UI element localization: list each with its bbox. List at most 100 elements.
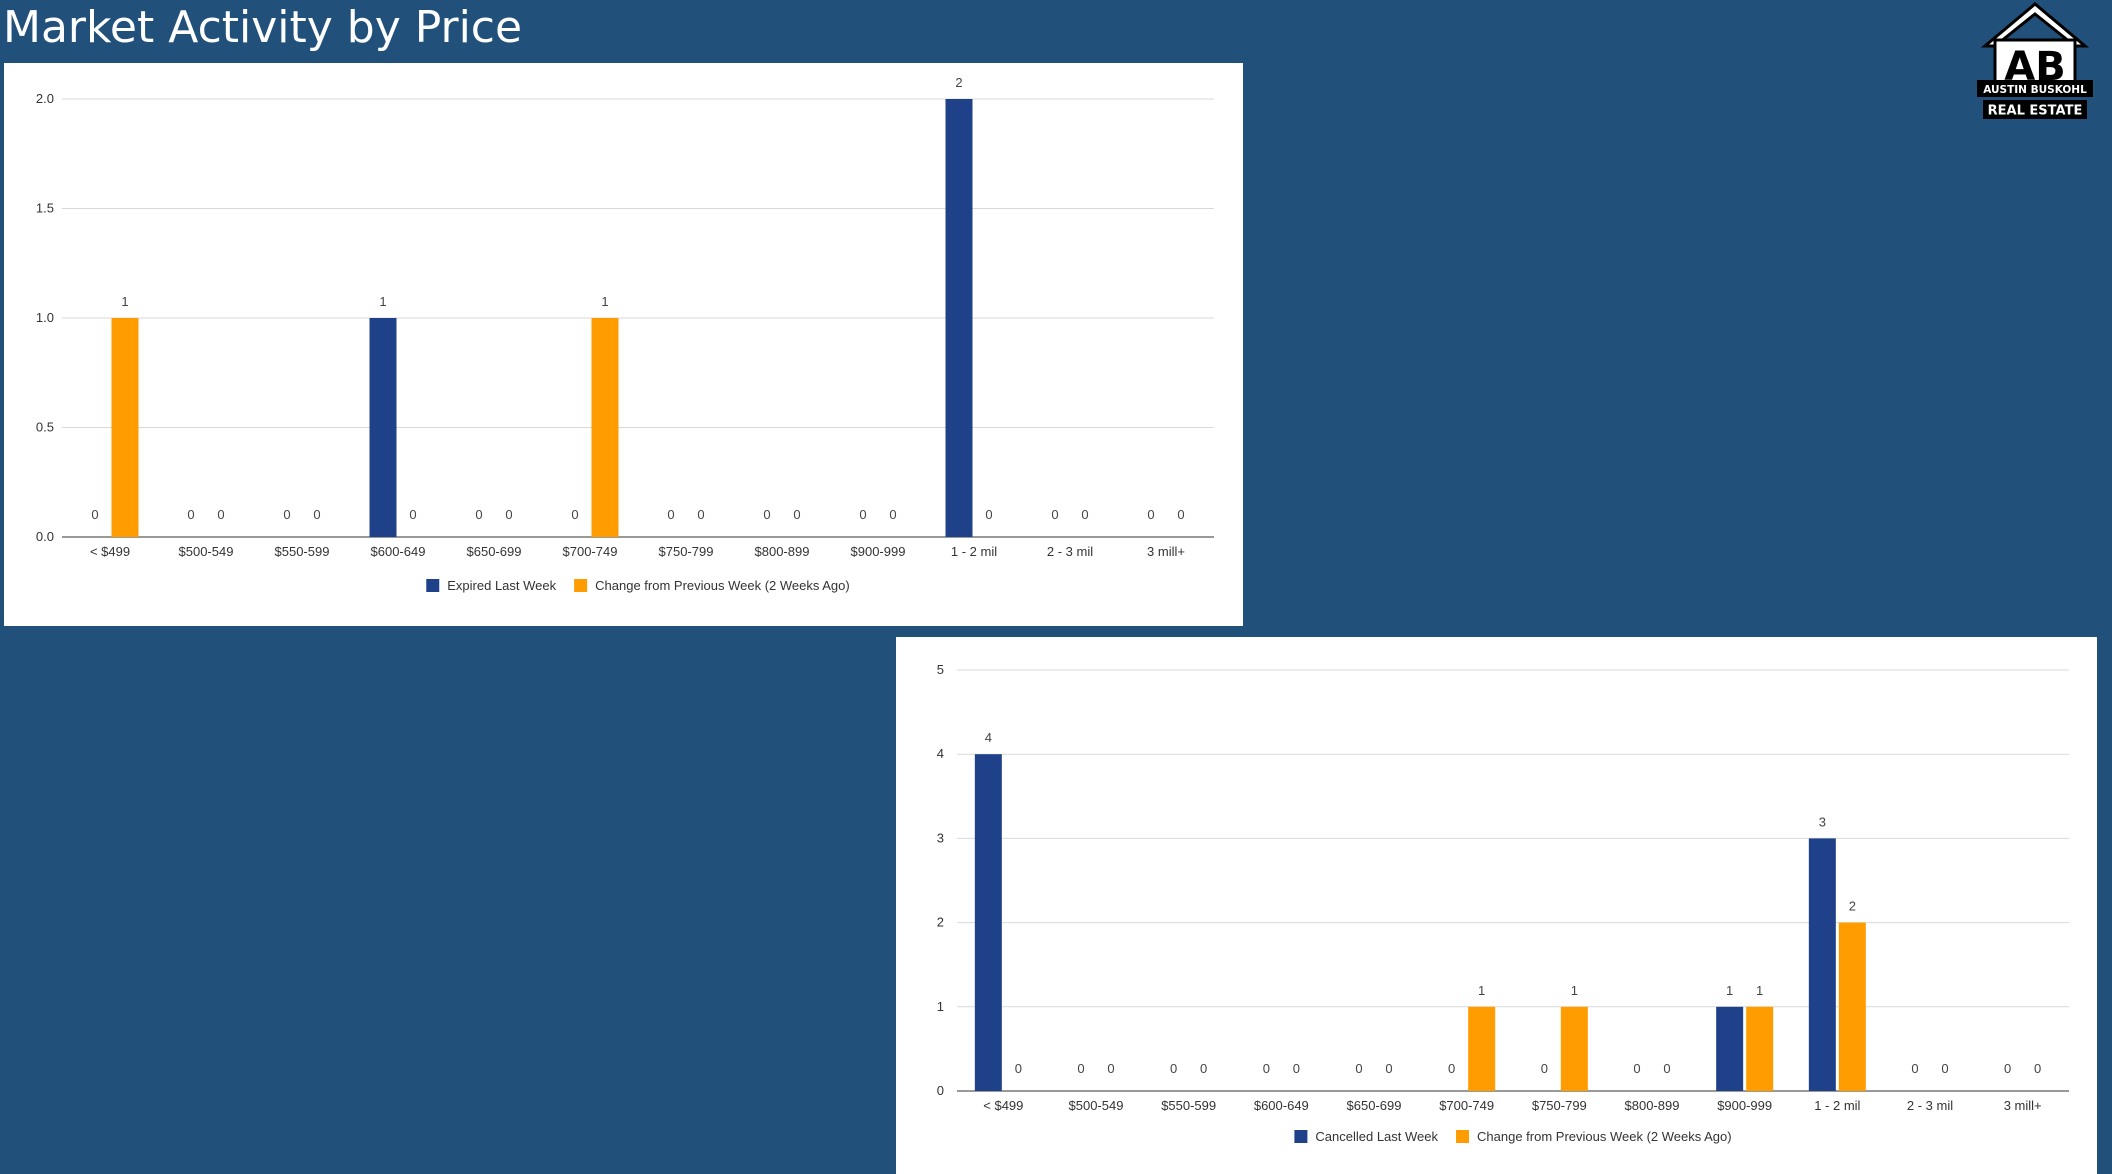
data-label: 0: [1077, 1061, 1084, 1076]
data-label: 0: [1147, 507, 1154, 522]
data-label: 0: [1541, 1061, 1548, 1076]
data-label: 1: [601, 294, 608, 309]
y-tick-label: 1: [937, 999, 944, 1014]
x-tick-label: $500-549: [1069, 1098, 1124, 1113]
y-tick-label: 2.0: [36, 91, 54, 106]
data-label: 0: [1200, 1061, 1207, 1076]
y-tick-label: 3: [937, 830, 944, 845]
data-label: 4: [985, 730, 992, 745]
x-tick-label: 2 - 3 mil: [1047, 544, 1093, 559]
x-tick-label: $800-899: [1625, 1098, 1680, 1113]
bar: [1808, 838, 1836, 1091]
x-tick-label: < $499: [983, 1098, 1023, 1113]
x-tick-label: $550-599: [1161, 1098, 1216, 1113]
data-label: 0: [889, 507, 896, 522]
data-label: 1: [1571, 983, 1578, 998]
data-label: 1: [1756, 983, 1763, 998]
legend-label: Change from Previous Week (2 Weeks Ago): [595, 578, 850, 593]
data-label: 0: [1633, 1061, 1640, 1076]
data-label: 0: [1015, 1061, 1022, 1076]
data-label: 0: [667, 507, 674, 522]
legend-label: Cancelled Last Week: [1315, 1129, 1438, 1144]
bar: [945, 99, 973, 537]
x-tick-label: 2 - 3 mil: [1907, 1098, 1953, 1113]
data-label: 0: [283, 507, 290, 522]
legend-swatch: [1456, 1130, 1470, 1143]
data-label: 0: [2034, 1061, 2041, 1076]
cancelled-bar-chart: 0 1 2 3 4 5 4 0 < $499 0 0 $500-549 0 0 $550-599 0 0 $600…: [937, 662, 2069, 1144]
y-tick-label: 5: [937, 662, 944, 677]
bar: [1838, 922, 1866, 1091]
data-label: 0: [217, 507, 224, 522]
company-logo: AB AUSTIN BUSKOHL REAL ESTATE: [1975, 0, 2095, 122]
x-tick-label: $650-699: [1347, 1098, 1402, 1113]
legend-swatch: [1294, 1130, 1308, 1143]
x-tick-label: $500-549: [179, 544, 234, 559]
data-label: 0: [1941, 1061, 1948, 1076]
cancelled-chart-panel: 0 1 2 3 4 5 4 0 < $499 0 0 $500-549 0 0 $550-599 0 0 $600…: [896, 637, 2097, 1174]
legend-swatch: [574, 579, 588, 592]
y-tick-label: 0.5: [36, 420, 54, 435]
data-label: 0: [763, 507, 770, 522]
data-label: 2: [1849, 899, 1856, 914]
data-label: 0: [1448, 1061, 1455, 1076]
x-tick-label: 3 mill+: [2004, 1098, 2042, 1113]
x-tick-label: $900-999: [851, 544, 906, 559]
data-label: 0: [985, 507, 992, 522]
bar: [1468, 1006, 1496, 1091]
bar: [1746, 1006, 1774, 1091]
data-label: 1: [379, 294, 386, 309]
expired-bar-chart: 0.0 0.5 1.0 1.5 2.0 0 1 < $499 0 0 $500-549 0 0 $550-…: [36, 75, 1214, 593]
data-label: 0: [1177, 507, 1184, 522]
logo-line-1: AUSTIN BUSKOHL: [1983, 84, 2087, 96]
data-label: 0: [1263, 1061, 1270, 1076]
data-label: 0: [187, 507, 194, 522]
data-label: 0: [505, 507, 512, 522]
x-tick-label: $650-699: [467, 544, 522, 559]
data-label: 0: [313, 507, 320, 522]
data-label: 0: [2004, 1061, 2011, 1076]
bar: [591, 318, 619, 537]
legend: Cancelled Last Week Change from Previous …: [1294, 1129, 1732, 1144]
y-tick-label: 0.0: [36, 529, 54, 544]
expired-chart-panel: 0.0 0.5 1.0 1.5 2.0 0 1 < $499 0 0 $500-549 0 0 $550-…: [4, 63, 1243, 626]
data-label: 0: [1170, 1061, 1177, 1076]
x-tick-label: $900-999: [1717, 1098, 1772, 1113]
data-label: 1: [121, 294, 128, 309]
x-tick-label: 3 mill+: [1147, 544, 1185, 559]
bar: [1716, 1006, 1744, 1091]
x-tick-label: $550-599: [275, 544, 330, 559]
data-label: 0: [697, 507, 704, 522]
bar: [974, 754, 1002, 1091]
x-tick-label: $700-749: [563, 544, 618, 559]
y-tick-label: 0: [937, 1083, 944, 1098]
data-label: 0: [859, 507, 866, 522]
y-tick-label: 1.5: [36, 201, 54, 216]
data-label: 3: [1819, 814, 1826, 829]
x-tick-label: 1 - 2 mil: [1814, 1098, 1860, 1113]
x-tick-label: < $499: [90, 544, 130, 559]
data-label: 0: [1663, 1061, 1670, 1076]
data-label: 0: [571, 507, 578, 522]
legend-label: Change from Previous Week (2 Weeks Ago): [1477, 1129, 1732, 1144]
data-label: 1: [1726, 983, 1733, 998]
y-tick-label: 4: [937, 746, 944, 761]
y-tick-label: 1.0: [36, 310, 54, 325]
data-label: 0: [1107, 1061, 1114, 1076]
data-label: 0: [1385, 1061, 1392, 1076]
data-label: 0: [91, 507, 98, 522]
x-tick-label: $600-649: [371, 544, 426, 559]
data-label: 2: [955, 75, 962, 90]
y-tick-label: 2: [937, 915, 944, 930]
data-label: 0: [1911, 1061, 1918, 1076]
bar: [111, 318, 139, 537]
data-label: 0: [475, 507, 482, 522]
x-tick-label: $750-799: [659, 544, 714, 559]
data-label: 0: [409, 507, 416, 522]
legend-swatch: [426, 579, 440, 592]
house-logo-icon: AB AUSTIN BUSKOHL REAL ESTATE: [1977, 2, 2093, 119]
legend: Expired Last Week Change from Previous We…: [426, 578, 850, 593]
bar: [1560, 1006, 1588, 1091]
x-tick-label: $800-899: [755, 544, 810, 559]
data-label: 0: [1293, 1061, 1300, 1076]
